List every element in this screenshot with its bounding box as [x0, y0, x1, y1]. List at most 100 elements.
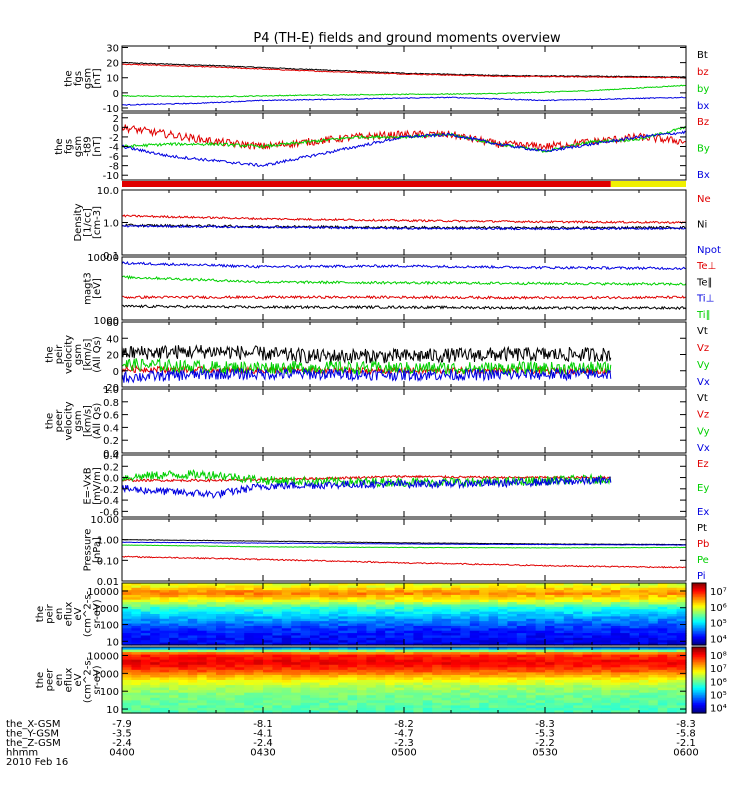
spectrogram-cell — [281, 623, 292, 627]
spectrogram-cell — [244, 640, 255, 644]
spectrogram-cell — [310, 700, 320, 704]
spectrogram-cell — [573, 606, 584, 610]
spectrogram-cell — [648, 597, 659, 601]
series-line-Bt — [122, 61, 686, 78]
y-tick-label: -20 — [103, 383, 119, 394]
spectrogram-cell — [253, 707, 264, 712]
spectrogram-cell — [385, 654, 396, 658]
spectrogram-cell — [216, 677, 226, 681]
spectrogram-cell — [263, 640, 273, 644]
spectrogram-cell — [610, 664, 621, 668]
spectrogram-cell — [460, 680, 471, 684]
colorbar-swatch — [692, 678, 706, 681]
spectrogram-cell — [545, 625, 555, 629]
spectrogram-cell — [347, 585, 358, 589]
spectrogram-cell — [657, 707, 668, 712]
spectrogram-cell — [216, 690, 226, 694]
spectrogram-cell — [479, 590, 490, 594]
legend-label-Vy: Vy — [697, 360, 710, 371]
spectrogram-cell — [657, 649, 668, 653]
spectrogram-cell — [554, 652, 565, 656]
spectrogram-cell — [488, 611, 499, 615]
spectrogram-cell — [206, 654, 217, 658]
spectrogram-cell — [300, 635, 311, 639]
spectrogram-cell — [507, 585, 518, 589]
spectrogram-cell — [422, 667, 433, 671]
colorbar-swatch — [692, 694, 706, 698]
spectrogram-cell — [469, 592, 480, 596]
spectrogram-cell — [667, 652, 678, 656]
spectrogram-cell — [338, 695, 349, 699]
spectrogram-cell — [328, 587, 339, 591]
spectrogram-cell — [385, 597, 396, 601]
spectrogram-cell — [291, 672, 302, 676]
spectrogram-cell — [460, 594, 471, 598]
spectrogram-cell — [357, 690, 367, 694]
spectrogram-cell — [582, 609, 593, 613]
colorbar-swatch — [692, 601, 706, 604]
spectrogram-cell — [234, 690, 245, 694]
spectrogram-cell — [347, 633, 358, 637]
spectrogram-cell — [676, 669, 687, 673]
colorbar-swatch — [692, 693, 706, 696]
spectrogram-cell — [545, 652, 555, 656]
spectrogram-cell — [375, 633, 386, 637]
spectrogram-cell — [507, 618, 518, 622]
legend-label-Pb: Pb — [697, 539, 709, 550]
spectrogram-cell — [234, 614, 245, 617]
spectrogram-cell — [592, 602, 602, 606]
spectrogram-cell — [234, 637, 245, 641]
spectrogram-cell — [234, 587, 245, 591]
spectrogram-cell — [563, 630, 574, 634]
spectrogram-cell — [507, 635, 518, 639]
spectrogram-cell — [629, 672, 640, 676]
spectrogram-cell — [422, 594, 433, 598]
spectrogram-cell — [413, 677, 424, 681]
spectrogram-cell — [460, 611, 471, 615]
spectrogram-cell — [225, 623, 236, 627]
spectrogram-cell — [394, 685, 405, 689]
spectrogram-cell — [507, 664, 518, 668]
spectrogram-cell — [291, 630, 302, 634]
spectrogram-cell — [150, 625, 161, 629]
spectrogram-cell — [582, 592, 593, 596]
spectrogram-cell — [131, 697, 142, 701]
spectrogram-cell — [545, 659, 555, 663]
y-tick-label: -0.6 — [99, 507, 119, 518]
spectrogram-cell — [131, 674, 142, 679]
spectrogram-cell — [385, 587, 396, 591]
spectrogram-cell — [225, 585, 236, 589]
spectrogram-cell — [451, 637, 461, 641]
spectrogram-cell — [545, 590, 555, 594]
spectrogram-cell — [244, 654, 255, 658]
spectrogram-cell — [507, 587, 518, 591]
spectrogram-cell — [122, 700, 132, 704]
spectrogram-cell — [140, 590, 151, 594]
y-tick-label: 0.0 — [103, 449, 119, 460]
spectrogram-cell — [263, 710, 273, 714]
spectrogram-cell — [582, 662, 593, 666]
spectrogram-cell — [404, 695, 414, 699]
spectrogram-cell — [601, 590, 612, 594]
spectrogram-cell — [488, 633, 499, 637]
spectrogram-cell — [629, 702, 640, 706]
y-label-line: en — [54, 674, 65, 687]
spectrogram-cell — [639, 682, 649, 686]
spectrogram-cell — [610, 687, 621, 691]
spectrogram-cell — [347, 640, 358, 644]
spectrogram-cell — [375, 669, 386, 673]
colorbar-swatch — [692, 589, 706, 592]
spectrogram-cell — [601, 659, 612, 663]
spectrogram-cell — [253, 614, 264, 617]
spectrogram-cell — [310, 633, 320, 637]
spectrogram-cell — [676, 695, 687, 699]
spectrogram-cell — [676, 621, 687, 625]
spectrogram-cell — [253, 667, 264, 671]
spectrogram-cell — [225, 669, 236, 673]
series-group-peir_velocity — [122, 344, 612, 384]
spectrogram-cell — [404, 702, 414, 706]
spectrogram-cell — [366, 611, 377, 615]
colorbar-swatch — [692, 673, 706, 676]
spectrogram-cell — [422, 611, 433, 615]
